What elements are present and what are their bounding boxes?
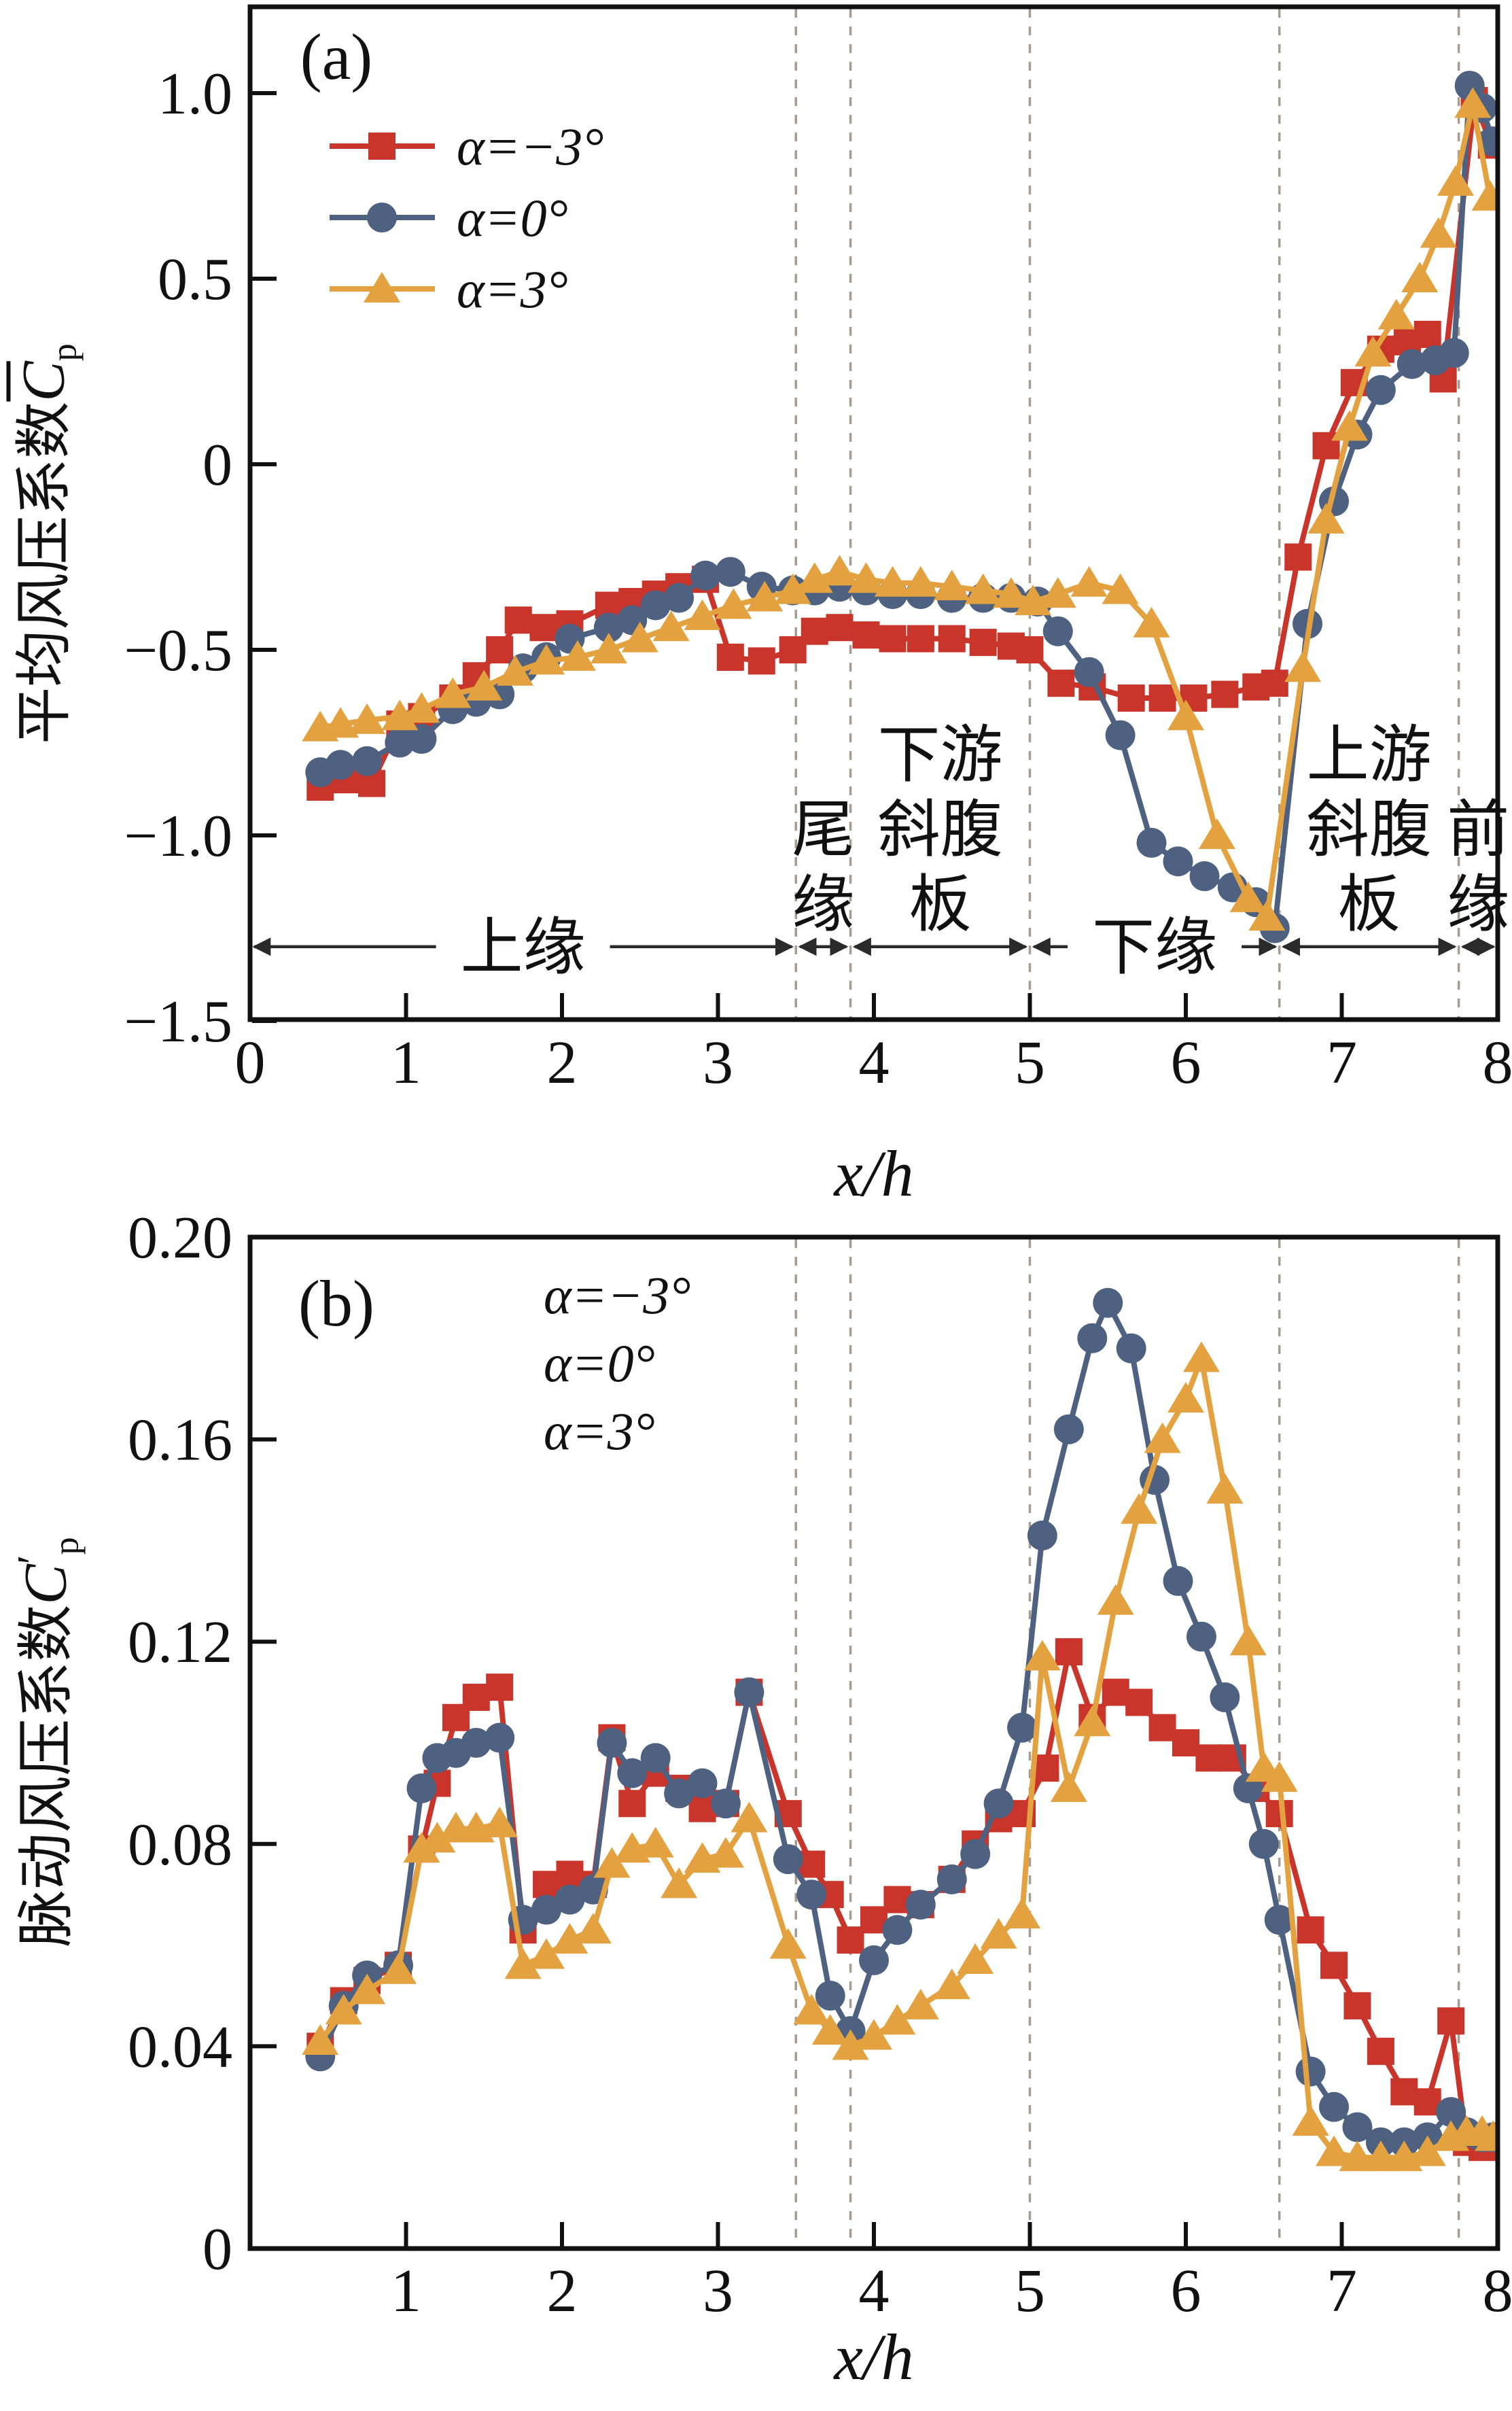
region-label: 斜腹 [878,795,1003,865]
x-tick-label-b: 4 [859,2257,890,2325]
y-tick-label-b: 0.04 [128,2014,232,2080]
panel-b-x-title-text: x/h [834,2321,914,2394]
x-tick-label-a: 4 [859,1029,890,1096]
section-divider-lines-b [794,1239,1460,2247]
rms-cp-prime: ′ [8,1555,56,1565]
y-tick-label-b: 0 [203,2217,232,2283]
y-tick-label-a: 0 [203,432,232,498]
series-b-2 [302,1341,1500,2172]
y-tick-label-a: −1.5 [124,989,232,1055]
mean-cp-subscript: p [45,343,84,362]
x-tick-label-a: 2 [547,1029,578,1096]
chart-panel-a: 上缘尾缘下游斜腹板下缘上游斜腹板前缘α=−3°α=0°α=3°(a)1.00.5… [124,4,1512,1096]
series-group-b [302,1287,1500,2172]
region-label: 缘 [792,870,854,939]
panel-label-a: (a) [300,20,373,93]
x-tick-label-b: 8 [1483,2257,1512,2325]
plot-frame-a [247,4,1500,1022]
x-tick-label-b: 5 [1015,2257,1045,2325]
plot-frame-b [247,1234,1500,2251]
region-label: 下缘 [1092,913,1217,982]
legend-label-a-1: α=0° [457,188,568,247]
region-label: 板 [909,870,972,939]
x-tick-label-a: 3 [703,1029,733,1096]
region-label: 板 [1338,870,1401,939]
x-axis-b: 1 2 3 4 5 6 7 8 [391,2222,1512,2325]
x-axis-a: 0 1 2 3 4 5 6 7 8 [235,993,1512,1096]
y-tick-label-a: 0.5 [158,247,232,313]
legend-label-b-2: α=3° [544,1402,655,1461]
chart-panel-b: α=−3° α=0° α=3° (b) 0.20 0.16 0.12 0.08 0.04 0 1 2 3… [128,1205,1512,2325]
y-tick-label-b: 0.12 [128,1610,232,1676]
series-a-2 [302,87,1500,931]
region-label: 上游 [1307,721,1432,790]
y-tick-label-a: 1.0 [158,61,232,127]
panel-a-y-title-text: 平均风压系数 [13,401,77,744]
y-axis-b: 0.20 0.16 0.12 0.08 0.04 0 [128,1205,277,2283]
x-tick-label-b: 1 [391,2257,421,2325]
y-tick-label-b: 0.20 [128,1205,232,1271]
x-tick-label-a: 1 [391,1029,421,1096]
x-tick-label-a: 0 [235,1029,266,1096]
section-divider-lines-a [794,9,1460,1018]
x-tick-label-a: 6 [1171,1029,1201,1096]
region-label: 上缘 [461,913,586,982]
y-tick-label-a: −0.5 [124,618,232,684]
x-tick-label-b: 7 [1326,2257,1357,2325]
legend-label-a-0: α=−3° [457,117,603,176]
region-label: 斜腹 [1307,795,1432,865]
x-tick-label-a: 7 [1326,1029,1357,1096]
legend-label-a-2: α=3° [457,260,568,319]
mean-cp-symbol: C [10,361,77,402]
y-tick-label-b: 0.16 [128,1408,232,1474]
panel-a-x-title-text: x/h [834,1137,914,1211]
rms-cp-subscript: p [47,1537,86,1555]
x-tick-label-a: 5 [1015,1029,1045,1096]
x-tick-label-b: 6 [1171,2257,1201,2325]
rms-cp-symbol: C [12,1564,80,1605]
x-tick-label-b: 2 [547,2257,578,2325]
region-label: 下游 [878,721,1003,790]
y-axis-a: 1.0 0.5 0 −0.5 −1.0 −1.5 [124,61,277,1055]
legend-label-b-0: α=−3° [544,1266,690,1325]
panel-label-b: (b) [298,1267,374,1340]
x-tick-label-a: 8 [1483,1029,1512,1096]
y-tick-label-b: 0.08 [128,1812,232,1878]
legend-a: α=−3° α=0° α=3° [330,117,603,319]
region-label: 前 [1447,795,1509,865]
legend-label-b-1: α=0° [544,1334,655,1393]
region-label: 缘 [1447,870,1509,939]
x-tick-label-b: 3 [703,2257,733,2325]
region-label: 尾 [792,795,854,865]
y-tick-label-a: −1.0 [124,803,232,869]
legend-b: α=−3° α=0° α=3° [544,1266,690,1461]
panel-b-y-title-text: 脉动风压系数 [15,1604,79,1947]
series-group-a [302,71,1500,943]
